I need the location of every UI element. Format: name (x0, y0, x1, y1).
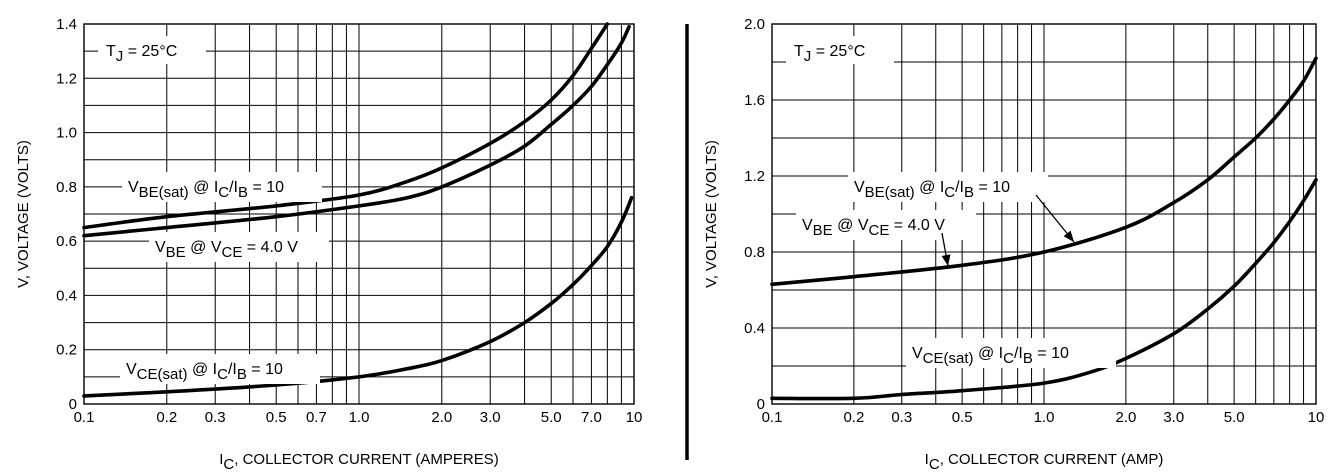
y-axis-label: V, VOLTAGE (VOLTS) (703, 140, 720, 288)
x-tick-label: 5.0 (1224, 409, 1245, 426)
x-tick-label: 2.0 (431, 409, 452, 426)
y-tick-label: 0.8 (56, 179, 77, 196)
temperature-annotation: TJ = 25°C (106, 43, 177, 65)
x-tick-label: 0.2 (156, 409, 177, 426)
plot-frame (771, 23, 1317, 405)
x-tick-label: 2.0 (1115, 409, 1136, 426)
y-axis-label: V, VOLTAGE (VOLTS) (15, 140, 32, 288)
y-tick-label: 0.2 (56, 342, 77, 359)
y-tick-label: 1.0 (56, 125, 77, 142)
series-label-1: VBE @ VCE = 4.0 V (155, 239, 298, 261)
y-tick-label: 0.6 (56, 233, 77, 250)
y-tick-label: 1.2 (56, 70, 77, 87)
y-tick-label: 0.4 (56, 287, 77, 304)
label-arrowhead (941, 254, 951, 266)
y-tick-label: 0.4 (744, 320, 765, 337)
series-label-1: VBE @ VCE = 4.0 V (802, 217, 945, 239)
x-tick-label: 3.0 (1163, 409, 1184, 426)
x-tick-label: 7.0 (581, 409, 602, 426)
x-tick-label: 0.5 (266, 409, 287, 426)
x-tick-label: 0.1 (74, 409, 95, 426)
series-line-2 (770, 178, 1318, 401)
series-line-0 (770, 56, 1318, 287)
series-label-background (796, 210, 976, 240)
series-label-2: VCE(sat) @ IC/IB = 10 (126, 361, 283, 383)
x-axis-label: IC, COLLECTOR CURRENT (AMPERES) (219, 451, 499, 473)
y-tick-label: 1.6 (744, 92, 765, 109)
series-label-background (848, 172, 1048, 202)
y-tick-label: 1.4 (56, 16, 77, 33)
y-tick-label: 2.0 (744, 16, 765, 33)
y-tick-label: 0 (69, 396, 77, 413)
series-label-2: VCE(sat) @ IC/IB = 10 (912, 345, 1069, 367)
y-tick-label: 0.8 (744, 244, 765, 261)
series-label-0: VBE(sat) @ IC/IB = 10 (854, 179, 1010, 201)
x-tick-label: 0.2 (843, 409, 864, 426)
x-tick-label: 3.0 (480, 409, 501, 426)
series-line-0 (82, 22, 610, 230)
x-tick-label: 0.1 (762, 409, 783, 426)
series-label-background (122, 172, 322, 202)
x-tick-label: 1.0 (1034, 409, 1055, 426)
series-line-2 (82, 195, 634, 398)
x-tick-label: 0.3 (891, 409, 912, 426)
series-label-background (906, 338, 1116, 368)
temperature-annotation: TJ = 25°C (794, 43, 865, 65)
plot-frame (83, 23, 635, 405)
x-axis-label: IC, COLLECTOR CURRENT (AMP) (925, 451, 1164, 473)
series-label-background (149, 232, 329, 262)
annotation-background (786, 36, 894, 64)
x-tick-label: 1.0 (349, 409, 370, 426)
series-line-1 (82, 24, 631, 238)
x-tick-label: 0.3 (205, 409, 226, 426)
x-tick-label: 0.7 (306, 409, 327, 426)
x-tick-label: 10 (1308, 409, 1325, 426)
label-arrowhead (1063, 230, 1074, 242)
series-label-background (120, 354, 320, 384)
series-label-0: VBE(sat) @ IC/IB = 10 (128, 179, 284, 201)
annotation-background (98, 36, 206, 64)
x-tick-label: 5.0 (541, 409, 562, 426)
x-tick-label: 10 (626, 409, 643, 426)
left-chart: 0 0.2 0.4 0.6 0.8 1.0 1.2 1.4 0.1 0.2 0.3 0.5 0.7 1.0… (15, 16, 642, 473)
y-tick-label: 0 (757, 396, 765, 413)
y-tick-label: 1.2 (744, 168, 765, 185)
x-tick-label: 0.5 (952, 409, 973, 426)
right-chart: 0 0.4 0.8 1.2 1.6 2.0 0.1 0.2 0.3 0.5 1.0 2.0 3.0 5.0… (703, 16, 1324, 473)
